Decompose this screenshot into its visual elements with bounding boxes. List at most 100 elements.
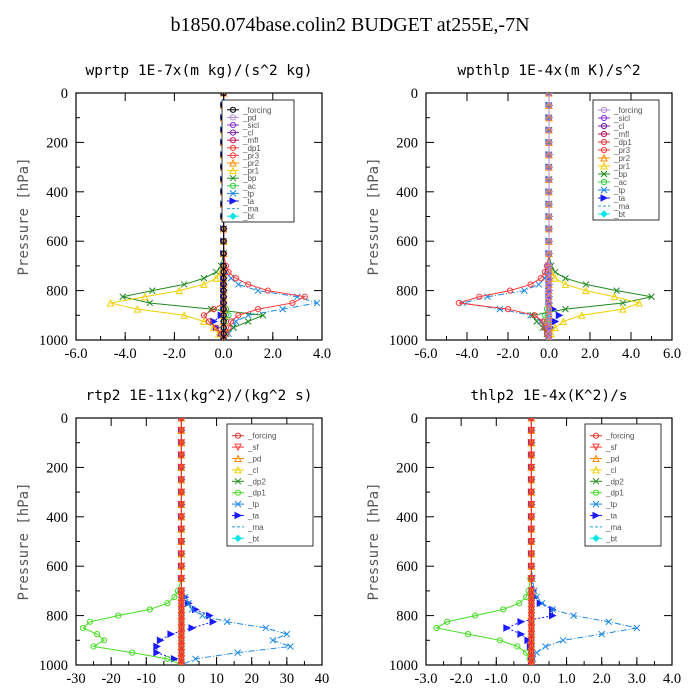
- data-point-forcing: [545, 139, 553, 146]
- data-point-forcing: [528, 575, 535, 582]
- x-tick-label: 2.0: [593, 671, 611, 687]
- legend-label: _tp: [242, 189, 255, 198]
- data-point-forcing: [545, 114, 553, 121]
- y-tick-label: 800: [46, 609, 68, 625]
- data-point-dp1: [174, 587, 182, 595]
- legend-label: _bt: [242, 212, 255, 221]
- x-tick-label: -2.0: [497, 346, 520, 362]
- data-point-ta: [517, 630, 526, 638]
- legend-marker: [229, 144, 237, 151]
- data-point-ta: [551, 317, 560, 326]
- data-point-pr1: [551, 323, 559, 332]
- data-point-forcing: [528, 439, 535, 446]
- series-line-pr1: [110, 93, 225, 340]
- y-tick-label: 1000: [39, 333, 68, 349]
- legend-label: _pr2: [613, 154, 631, 163]
- data-point-bp: [539, 324, 547, 332]
- legend-marker: [600, 138, 608, 146]
- data-point-ta: [167, 630, 176, 638]
- data-point-ta: [188, 624, 197, 632]
- data-point-forcing: [528, 661, 535, 665]
- data-point-forcing: [178, 618, 185, 625]
- data-point-pr3: [541, 268, 549, 276]
- legend-label: _sf: [605, 443, 617, 452]
- legend-marker: [229, 152, 237, 159]
- legend-label: _cl: [613, 122, 624, 131]
- legend-label: _dp2: [247, 477, 266, 486]
- data-point-forcing: [220, 324, 227, 331]
- data-point-tp: [269, 636, 277, 644]
- y-axis-label: Pressure [hPa]: [366, 482, 382, 600]
- legend-marker: [229, 182, 237, 189]
- legend-label: _dp1: [605, 489, 624, 498]
- legend-label: _forcing: [242, 106, 271, 115]
- legend-marker: [234, 443, 242, 452]
- data-point-dp1: [171, 593, 178, 601]
- legend-label: _ma: [242, 205, 259, 214]
- data-point-pr1: [214, 329, 223, 338]
- data-point-forcing: [528, 451, 535, 459]
- data-point-forcing: [545, 262, 553, 269]
- legend-label: _tp: [613, 186, 626, 195]
- legend-label: _bt: [247, 534, 260, 543]
- legend-label: _ta: [605, 512, 618, 521]
- y-tick-label: 0: [411, 411, 418, 427]
- x-tick-label: 0.0: [540, 346, 558, 362]
- legend-marker: [592, 454, 600, 462]
- data-point-bp: [613, 287, 621, 294]
- data-point-bp: [244, 318, 252, 325]
- legend-label: _bp: [613, 170, 628, 179]
- data-point-forcing: [545, 287, 553, 294]
- data-point-forcing: [178, 418, 185, 422]
- chart-panel-3: rtp2 1E-11x(kg^2)/(kg^2 s) Pressure [hPa]…: [16, 388, 329, 687]
- data-point-forcing: [220, 262, 227, 269]
- data-point-forcing: [545, 324, 553, 331]
- data-point-pr3: [539, 318, 546, 325]
- data-point-forcing: [178, 655, 185, 662]
- data-point-forcing: [178, 624, 185, 632]
- data-point-forcing: [528, 526, 535, 533]
- legend-marker: [600, 194, 609, 202]
- data-point-dp1: [129, 649, 136, 656]
- data-point-forcing: [545, 336, 553, 340]
- data-point-pr3: [232, 275, 239, 282]
- data-point-forcing: [220, 268, 227, 276]
- legend-marker: [600, 178, 608, 186]
- data-point-forcing: [178, 464, 185, 471]
- data-point-bp: [619, 299, 627, 307]
- x-tick-label: -2.0: [163, 346, 186, 362]
- legend-label: _bp: [242, 174, 257, 183]
- data-point-forcing: [545, 151, 553, 158]
- data-point-dp1: [164, 655, 171, 662]
- data-point-dp1: [200, 312, 208, 319]
- legend-marker: [234, 489, 242, 496]
- data-point-bp: [148, 287, 156, 294]
- legend-label: _pr3: [242, 151, 260, 160]
- data-point-forcing: [545, 299, 553, 307]
- data-point-pr1: [209, 323, 218, 332]
- x-tick-label: -6.0: [415, 346, 438, 362]
- data-point-ta: [555, 311, 564, 320]
- legend-marker: [600, 146, 608, 154]
- data-point-bp: [259, 311, 267, 319]
- data-point-dp1: [213, 324, 220, 331]
- data-point-forcing: [545, 225, 553, 232]
- x-tick-label: -4.0: [114, 346, 137, 362]
- y-tick-label: 0: [61, 411, 68, 427]
- data-point-dp1: [115, 612, 122, 619]
- x-tick-label: 2.0: [264, 346, 282, 362]
- data-point-forcing: [528, 624, 535, 632]
- data-point-pr1: [577, 311, 586, 319]
- x-tick-label: 30: [280, 671, 295, 687]
- y-tick-label: 0: [61, 86, 68, 102]
- data-point-ta: [153, 642, 161, 651]
- data-point-forcing: [178, 593, 185, 601]
- data-point-tp: [313, 299, 321, 307]
- data-point-forcing: [220, 281, 227, 288]
- legend-label: _bt: [605, 534, 618, 543]
- data-point-pr3: [541, 324, 549, 331]
- x-tick-label: -4.0: [456, 346, 479, 362]
- y-tick-label: 800: [46, 284, 68, 300]
- y-tick-label: 200: [46, 135, 68, 151]
- legend-marker: [229, 129, 237, 136]
